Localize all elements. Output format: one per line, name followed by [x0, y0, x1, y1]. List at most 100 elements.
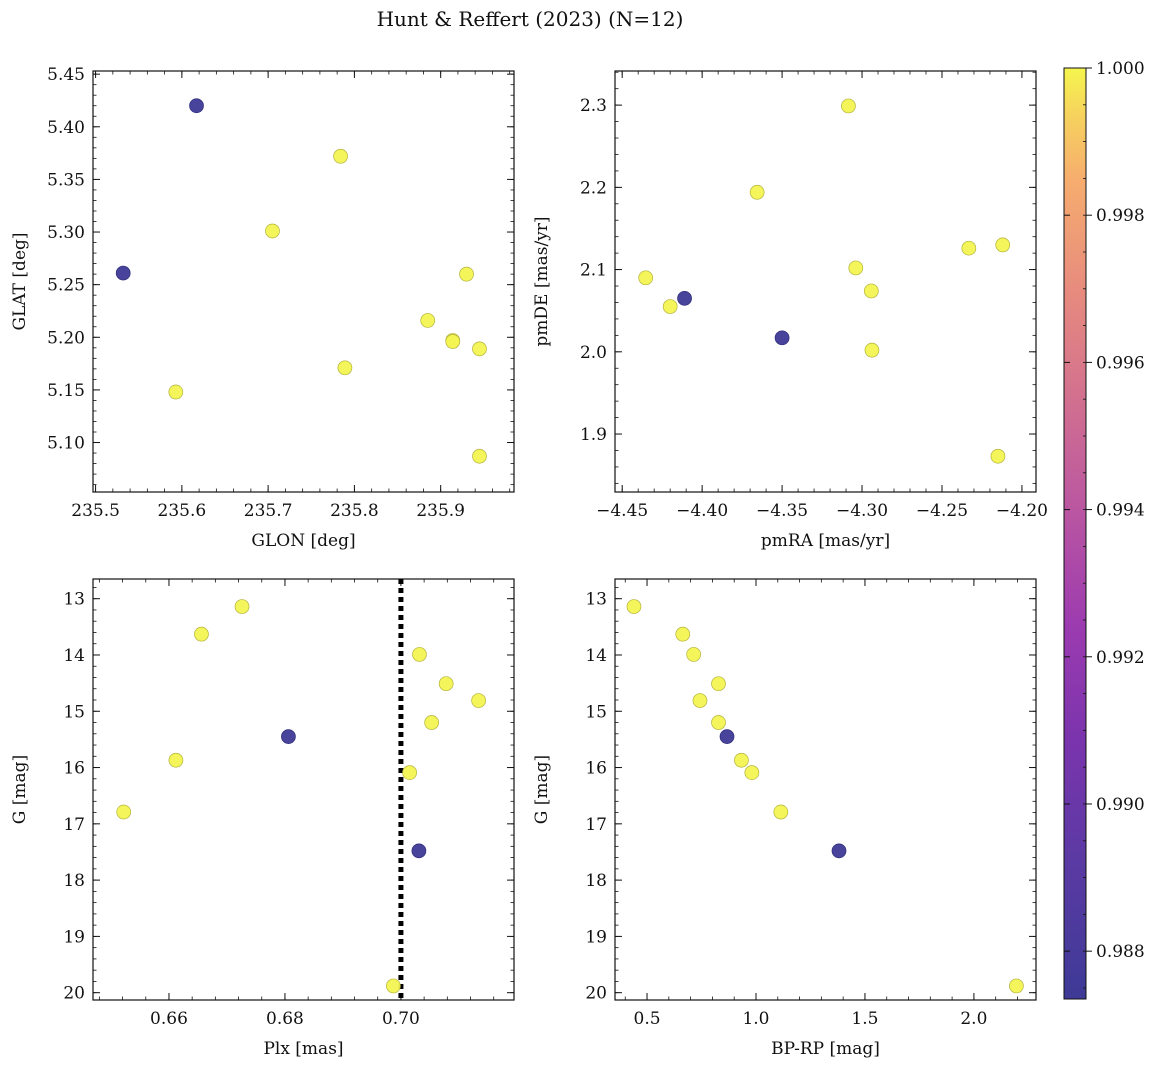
data-point: [774, 330, 790, 346]
data-point: [864, 342, 880, 358]
x-tick-label: −4.40: [676, 501, 728, 521]
data-point: [116, 804, 132, 820]
data-point: [459, 266, 474, 282]
data-point: [995, 237, 1011, 253]
panel-3: 0.66 0.68 0.70 13 14 15 16 17 18 19 20 Plx [mas] G […: [10, 578, 515, 1059]
y-tick-label: 5.30: [47, 223, 85, 243]
x-tick-label: 235.9: [416, 501, 465, 521]
panel-2: −4.45 −4.40 −4.35 −4.30 −4.25 −4.20 1.9 2.0 2.1 2…: [532, 70, 1048, 551]
data-point: [265, 223, 280, 239]
y-axis-label: G [mag]: [10, 755, 30, 824]
data-point: [662, 299, 678, 314]
x-tick-label: 235.7: [244, 501, 293, 521]
colorbar-tick-label: 0.996: [1096, 353, 1145, 373]
y-tick-label: 5.15: [47, 381, 85, 401]
y-axis-label: G [mag]: [532, 755, 552, 824]
y-axis-label: GLAT [deg]: [10, 232, 30, 330]
y-tick-label: 15: [63, 702, 85, 722]
y-tick-label: 18: [585, 871, 607, 891]
data-point: [686, 647, 702, 662]
data-point: [719, 729, 735, 744]
x-tick-label: 2.0: [960, 1009, 987, 1029]
data-point: [711, 676, 726, 692]
data-point: [692, 693, 708, 708]
y-tick-label: 17: [585, 815, 607, 835]
y-tick-label: 5.45: [47, 65, 85, 85]
x-tick-label: 0.5: [634, 1009, 661, 1029]
y-tick-label: 5.10: [47, 434, 85, 454]
colorbar-gradient: [1063, 67, 1087, 1000]
x-tick-label: −4.20: [996, 501, 1048, 521]
colorbar-tick-label: 0.998: [1096, 206, 1145, 226]
data-point: [472, 448, 487, 464]
data-point: [168, 384, 184, 400]
plot-area: [92, 578, 515, 1001]
colorbar-tick-label: 1.000: [1096, 59, 1145, 79]
data-point: [734, 752, 749, 768]
x-axis-label: BP-RP [mag]: [771, 1039, 880, 1059]
y-tick-label: 18: [63, 871, 85, 891]
y-tick-label: 20: [585, 984, 607, 1004]
data-point: [675, 626, 691, 642]
y-tick-label: 5.25: [47, 276, 85, 296]
data-point: [411, 843, 427, 859]
x-tick-label: −4.45: [596, 501, 648, 521]
data-point: [990, 448, 1006, 464]
plot-area: [614, 578, 1037, 1001]
data-point: [711, 715, 726, 730]
colorbar-tick-label: 0.994: [1096, 501, 1145, 521]
data-point: [848, 260, 864, 276]
data-point: [638, 270, 654, 286]
x-tick-label: 1.0: [742, 1009, 769, 1029]
data-point: [402, 765, 417, 780]
y-tick-label: 13: [585, 590, 607, 610]
y-tick-label: 15: [585, 702, 607, 722]
y-tick-label: 16: [585, 759, 607, 779]
x-tick-label: 0.70: [382, 1009, 420, 1029]
y-tick-label: 20: [63, 984, 85, 1004]
panel-4: 0.5 1.0 1.5 2.0 13 14 15 16 17 18 19 20 BP-RP [mag] G…: [532, 578, 1037, 1059]
data-point: [412, 647, 427, 662]
panel-1: 235.5 235.6 235.7 235.8 235.9 5.10 5.15 5.20 5.2…: [10, 65, 515, 551]
y-tick-label: 2.0: [580, 343, 607, 363]
data-point: [471, 693, 486, 708]
y-tick-label: 19: [585, 927, 607, 947]
y-tick-label: 13: [63, 590, 85, 610]
y-tick-label: 2.2: [580, 178, 607, 198]
colorbar-tick-label: 0.990: [1096, 795, 1145, 815]
scatter-panels: 235.5 235.6 235.7 235.8 235.9 5.10 5.15 5.20 5.2…: [10, 65, 1048, 1059]
data-point: [424, 715, 440, 730]
data-point: [773, 804, 789, 820]
x-tick-label: 0.68: [266, 1009, 304, 1029]
data-point: [626, 599, 642, 614]
data-point: [115, 265, 131, 281]
y-tick-label: 5.40: [47, 118, 85, 138]
colorbar-ticks: 0.988 0.990 0.992 0.994 0.996 0.998 1.000: [1064, 59, 1145, 989]
data-point: [841, 98, 856, 114]
plot-area: [92, 70, 515, 493]
data-point: [863, 283, 879, 299]
x-tick-label: 235.6: [158, 501, 207, 521]
colorbar-tick-label: 0.988: [1096, 942, 1145, 962]
data-point: [189, 98, 204, 114]
y-tick-label: 14: [63, 646, 85, 666]
x-tick-label: −4.35: [756, 501, 808, 521]
x-axis-label: Plx [mas]: [263, 1039, 343, 1059]
x-axis-label: GLON [deg]: [251, 531, 355, 551]
y-tick-label: 2.1: [580, 261, 607, 281]
data-point: [472, 341, 487, 357]
data-point: [961, 240, 977, 256]
data-point: [831, 843, 847, 859]
figure-title: Hunt & Reffert (2023) (N=12): [377, 7, 684, 31]
data-point: [168, 752, 184, 768]
y-tick-label: 5.35: [47, 170, 85, 190]
colorbar: 0.988 0.990 0.992 0.994 0.996 0.998 1.000: [1063, 59, 1145, 1000]
y-tick-label: 2.3: [580, 96, 607, 116]
y-tick-label: 5.20: [47, 328, 85, 348]
data-point: [445, 334, 461, 349]
y-tick-label: 14: [585, 646, 607, 666]
plot-area: [614, 70, 1037, 493]
x-tick-label: −4.25: [916, 501, 968, 521]
x-tick-label: 1.5: [851, 1009, 878, 1029]
